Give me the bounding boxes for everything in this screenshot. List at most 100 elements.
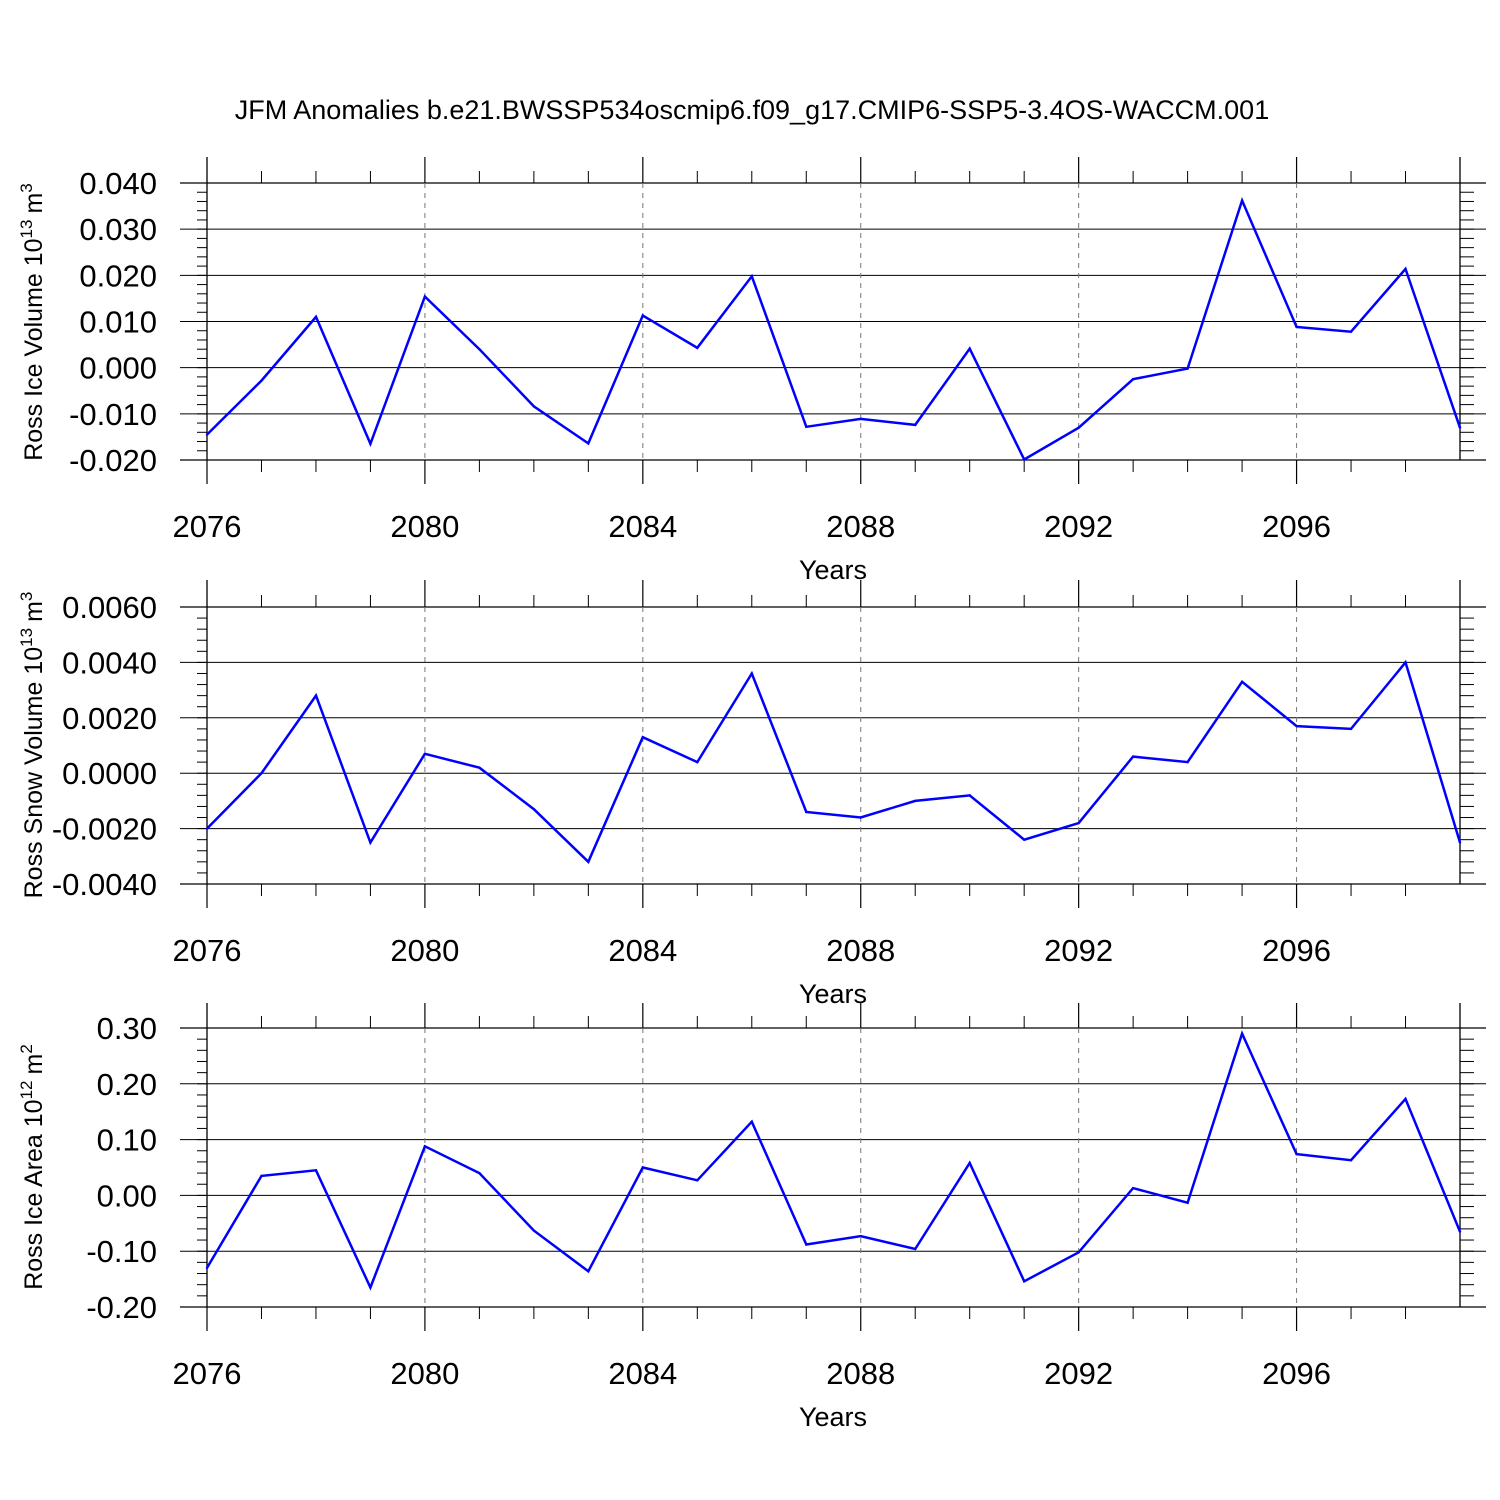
data-point [532,1229,536,1232]
x-tick-label: 2084 [608,509,677,544]
y-tick-label: 0.010 [79,305,157,340]
data-point [914,1247,917,1251]
data-point [478,348,481,351]
data-point [1022,838,1026,841]
x-tick-label: 2096 [1262,509,1331,544]
y-tick-label: 0.020 [79,258,157,293]
data-point [1186,1201,1189,1204]
data-point [478,1171,481,1175]
x-axis-title: Years [799,555,867,585]
data-point [260,1174,263,1178]
data-point [1077,821,1080,825]
data-point [1186,367,1189,370]
data-point [1131,755,1135,758]
data-point [1458,1230,1462,1233]
x-tick-label: 2092 [1044,509,1113,544]
data-point [641,735,645,739]
panel-3: -0.20 -0.10 0.00 0.10 0.20 0.30 2076 2080 2084 20… [17,1003,1486,1432]
data-point [1131,1186,1135,1190]
data-point [369,442,372,446]
y-axis-title: Ross Ice Area 1012 m2 [17,1044,48,1290]
data-point [859,1234,862,1238]
data-point [314,1169,318,1172]
x-tick-label: 2084 [608,933,677,968]
data-point [1404,267,1407,271]
x-tick-label: 2088 [826,509,895,544]
y-tick-label: 0.30 [97,1011,157,1046]
data-point [478,766,481,769]
data-point [1077,426,1080,429]
data-point [1404,661,1407,664]
x-tick-label: 2080 [390,933,459,968]
x-tick-label: 2084 [608,1356,677,1391]
y-tick-label: -0.0020 [52,812,157,847]
data-series-line [206,659,1462,864]
panel-2: -0.0040 -0.0020 0.0000 0.0020 0.0040 0.0060 20… [17,580,1486,1009]
y-tick-label: -0.20 [86,1290,157,1325]
y-tick-label: 0.0020 [62,701,157,736]
data-series-line [205,1030,1462,1291]
data-point [805,425,808,428]
data-point [968,1161,971,1165]
x-tick-label: 2092 [1044,933,1113,968]
data-point [641,314,645,317]
x-tick-label: 2096 [1262,1356,1331,1391]
data-point [205,433,209,436]
y-axis-title-unit: m [20,193,48,214]
data-point [914,423,917,427]
y-axis-title-unit-exponent: 3 [17,592,36,601]
y-tick-label: 0.0040 [62,645,157,680]
x-tick-label: 2092 [1044,1356,1113,1391]
data-point [1295,1152,1298,1156]
y-tick-label: 0.040 [79,166,157,201]
x-tick-label: 2088 [826,1356,895,1391]
y-axis-title: Ross Snow Volume 1013 m3 [17,592,48,899]
x-tick-label: 2096 [1262,933,1331,968]
data-point [205,1266,209,1270]
y-tick-label: -0.010 [69,397,157,432]
data-point [696,760,699,764]
y-axis-title-main: Ross Ice Volume 10 [20,238,48,460]
data-point [641,1166,645,1169]
data-point [587,860,590,864]
y-axis-title-unit: m [20,1054,48,1075]
y-tick-label: 0.20 [97,1067,157,1102]
x-tick-label: 2076 [173,1356,242,1391]
y-tick-label: -0.10 [86,1234,157,1269]
data-series-line [206,196,1462,462]
data-point [1349,330,1353,333]
y-axis-title-unit: m [20,601,48,622]
data-point [314,315,318,319]
data-point [1022,1280,1026,1283]
y-axis-title-exponent: 13 [17,220,36,239]
y-axis-title-exponent: 12 [17,1080,36,1099]
y-tick-label: 0.00 [97,1178,157,1213]
data-point [859,417,862,421]
y-axis-title: Ross Ice Volume 1013 m3 [17,183,48,461]
data-point [587,442,590,445]
data-point [369,841,372,844]
data-point [1240,1032,1244,1035]
y-axis-title-exponent: 13 [17,628,36,647]
x-tick-label: 2076 [173,933,242,968]
chart-panels: -0.020 -0.010 0.000 0.010 0.020 0.030 0.040 207… [17,157,1486,1432]
data-point [423,1145,427,1148]
data-point [750,1120,753,1123]
y-tick-label: 0.10 [97,1123,157,1158]
data-point [1295,724,1298,728]
data-point [696,1179,699,1182]
data-point [1077,1251,1080,1254]
panel-1: -0.020 -0.010 0.000 0.010 0.020 0.030 0.040 207… [17,157,1486,585]
x-tick-label: 2088 [826,933,895,968]
x-tick-label: 2080 [390,509,459,544]
data-point [532,808,536,811]
data-point [1404,1097,1407,1101]
data-point [314,694,318,697]
data-point [914,799,917,803]
x-tick-label: 2076 [173,509,242,544]
y-tick-label: -0.0040 [52,867,157,902]
data-point [369,1286,372,1289]
data-point [1295,325,1298,329]
data-point [805,1243,808,1246]
data-point [423,752,427,756]
